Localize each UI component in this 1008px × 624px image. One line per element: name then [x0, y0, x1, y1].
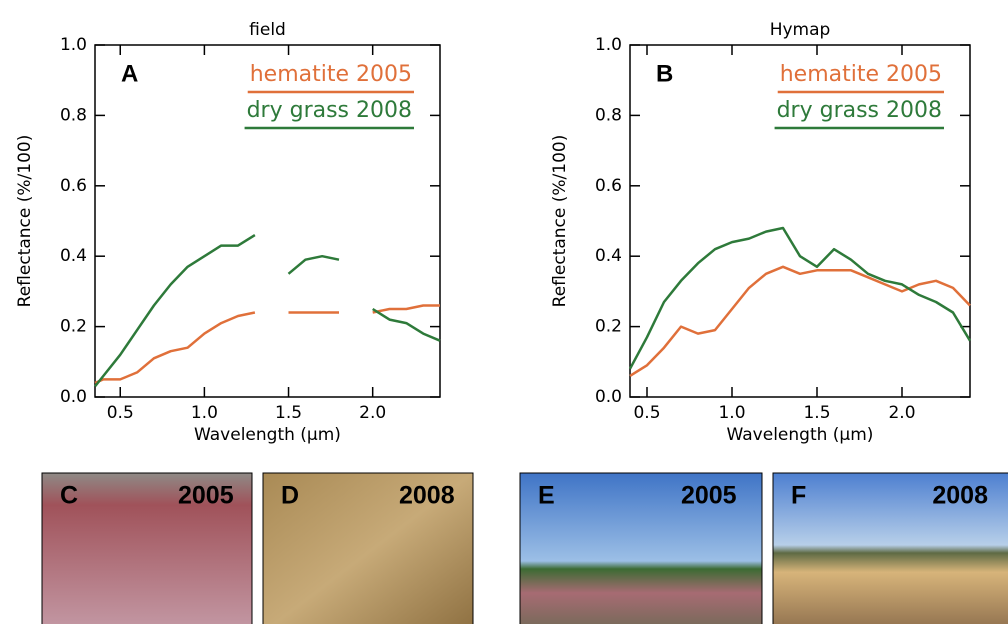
- series-line: [94, 234, 441, 388]
- x-tick-label: 1.5: [275, 403, 302, 423]
- y-tick-label: 0.0: [60, 387, 87, 407]
- y-tick-label: 1.0: [595, 35, 622, 55]
- chart-title: field: [249, 20, 286, 40]
- plot-frame: [94, 44, 441, 398]
- chart-title: Hymap: [770, 20, 831, 40]
- legend-label: hematite 2005: [250, 62, 412, 87]
- y-tick-label: 0.4: [60, 246, 87, 266]
- series-line: [94, 304, 440, 385]
- photo-letter: F: [791, 482, 806, 510]
- x-tick-label: 0.5: [107, 403, 134, 423]
- y-axis-label: Reflectance (%/100): [15, 135, 35, 308]
- photo-year: 2008: [932, 482, 988, 510]
- photo-letter: C: [60, 482, 78, 510]
- series-line: [628, 226, 972, 370]
- x-tick-label: 2.0: [888, 403, 915, 423]
- y-tick-label: 1.0: [60, 35, 87, 55]
- x-tick-label: 1.5: [803, 403, 830, 423]
- photo-year: 2005: [178, 482, 234, 510]
- y-tick-label: 0.4: [595, 246, 622, 266]
- photo-year: 2005: [681, 482, 737, 510]
- photo: [519, 472, 763, 624]
- photo-year: 2008: [399, 482, 455, 510]
- series-line: [629, 265, 971, 377]
- y-axis-label: Reflectance (%/100): [550, 135, 570, 308]
- y-tick-label: 0.6: [595, 176, 622, 196]
- y-tick-label: 0.8: [60, 105, 87, 125]
- x-tick-label: 1.0: [718, 403, 745, 423]
- x-axis-label: Wavelength (μm): [727, 425, 874, 445]
- y-tick-label: 0.8: [595, 105, 622, 125]
- panel-letter: A: [121, 60, 138, 87]
- x-tick-label: 1.0: [191, 403, 218, 423]
- x-axis-label: Wavelength (μm): [194, 425, 341, 445]
- y-tick-label: 0.0: [595, 387, 622, 407]
- panel-letter: B: [656, 60, 673, 87]
- plot-frame: [629, 44, 971, 398]
- legend-label: hematite 2005: [780, 62, 942, 87]
- photo-letter: D: [281, 482, 299, 510]
- y-tick-label: 0.2: [60, 317, 87, 337]
- y-tick-label: 0.6: [60, 176, 87, 196]
- y-tick-label: 0.2: [595, 317, 622, 337]
- x-tick-label: 2.0: [359, 403, 386, 423]
- legend-label: dry grass 2008: [247, 98, 412, 123]
- legend-label: dry grass 2008: [777, 98, 942, 123]
- x-tick-label: 0.5: [633, 403, 660, 423]
- photo: [772, 472, 1008, 624]
- photo: [41, 472, 253, 624]
- photo: [262, 472, 474, 624]
- photo-letter: E: [538, 482, 555, 510]
